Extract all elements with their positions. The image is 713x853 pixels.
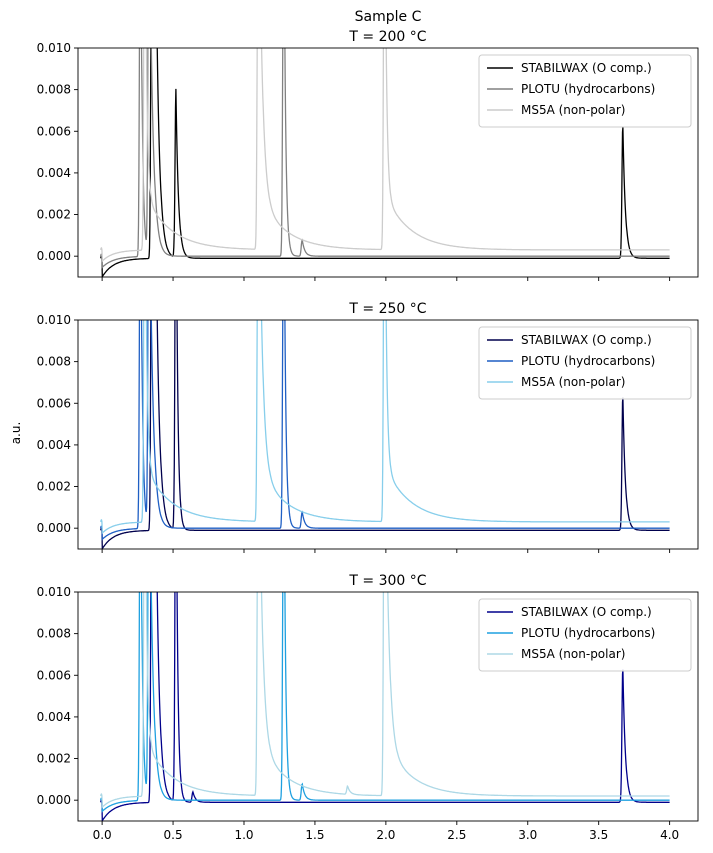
y-tick-label: 0.002 [37,480,71,494]
series-line [100,48,670,263]
y-tick-label: 0.000 [37,521,71,535]
x-tick-label: 1.0 [234,828,253,842]
chart-title: Sample C [355,9,422,25]
y-tick-label: 0.008 [37,83,71,97]
axes-frame [77,591,699,822]
chart-title: T = 200 °C [348,29,426,45]
legend-box [478,326,692,400]
legend-label: MS5A (non-polar) [521,647,625,661]
y-tick-label: 0.004 [37,166,71,180]
y-tick-label: 0.010 [37,41,71,55]
plot-area [100,320,670,549]
y-tick-label: 0.008 [37,355,71,369]
legend-box [478,598,692,672]
x-tick-label: 2.0 [376,828,395,842]
x-tick-label: 4.0 [660,828,679,842]
axes-frame [77,319,699,550]
legend-label: PLOTU (hydrocarbons) [521,354,655,368]
y-tick-label: 0.002 [37,208,71,222]
legend-label: STABILWAX (O comp.) [521,333,652,347]
legend-label: PLOTU (hydrocarbons) [521,82,655,96]
y-tick-label: 0.010 [37,313,71,327]
series-line [100,320,670,535]
x-tick-label: 0.0 [93,828,112,842]
x-tick-label: 3.5 [589,828,608,842]
chart-panel-3: T = 300 °C 0.000 0.002 0.004 0.006 0.008 0.010… [37,573,699,842]
series-line [100,48,670,269]
legend-label: STABILWAX (O comp.) [521,61,652,75]
y-tick-label: 0.002 [37,752,71,766]
series-line [100,592,670,813]
y-tick-label: 0.004 [37,438,71,452]
chart-panel-2: T = 250 °C 0.000 0.002 0.004 0.006 0.008 0.010… [37,301,699,553]
series-line [100,592,670,809]
y-tick-label: 0.000 [37,793,71,807]
plot-area [100,592,670,821]
legend-box [478,54,692,128]
series-line [100,48,670,277]
y-axis-label: a.u. [9,422,23,445]
y-tick-label: 0.000 [37,249,71,263]
x-tick-label: 0.5 [164,828,183,842]
x-tick-label: 3.0 [518,828,537,842]
y-tick-label: 0.008 [37,627,71,641]
y-tick-label: 0.006 [37,668,71,682]
chart-title: T = 300 °C [348,573,426,589]
plot-area [100,48,670,277]
series-line [100,592,670,821]
legend-label: MS5A (non-polar) [521,375,625,389]
series-line [100,320,670,541]
x-tick-label: 1.5 [305,828,324,842]
x-tick-label: 2.5 [447,828,466,842]
chart-title: T = 250 °C [348,301,426,317]
y-tick-label: 0.006 [37,124,71,138]
legend-label: MS5A (non-polar) [521,103,625,117]
axes-frame [77,47,699,278]
chart-panel-1: Sample C T = 200 °C 0.000 0.002 0.004 0.006 0.… [37,9,699,281]
series-line [100,320,670,549]
legend-label: PLOTU (hydrocarbons) [521,626,655,640]
legend-label: STABILWAX (O comp.) [521,605,652,619]
y-tick-label: 0.010 [37,585,71,599]
y-tick-label: 0.004 [37,710,71,724]
y-tick-label: 0.006 [37,396,71,410]
